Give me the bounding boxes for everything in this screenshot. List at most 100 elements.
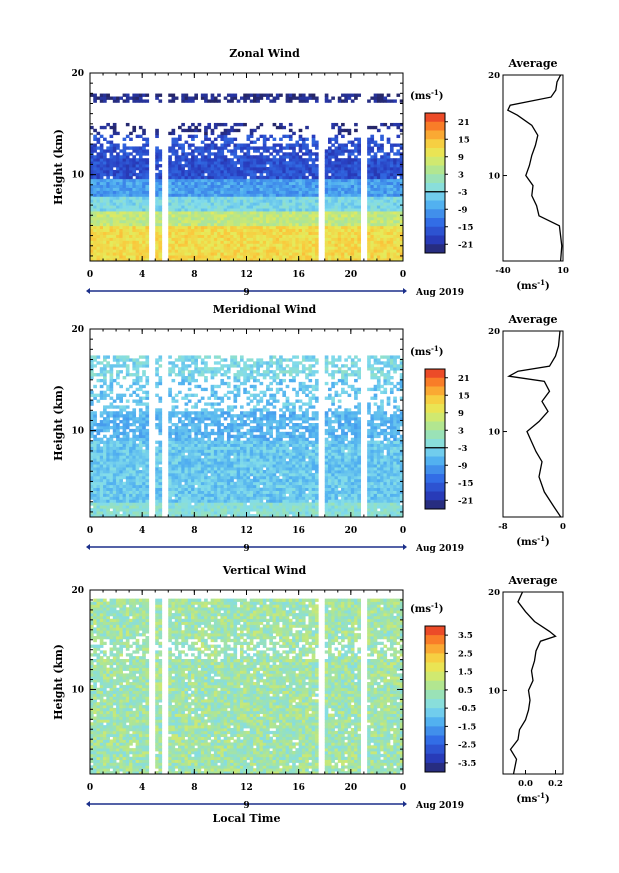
heatmap-cell bbox=[253, 96, 257, 100]
heatmap-cell bbox=[354, 199, 358, 203]
heatmap-cell bbox=[184, 172, 189, 177]
heatmap-cell bbox=[178, 358, 182, 362]
heatmap-cell bbox=[220, 181, 225, 186]
heatmap-cell bbox=[93, 461, 97, 465]
heatmap-cell bbox=[138, 155, 143, 159]
heatmap-cell bbox=[246, 172, 251, 177]
heatmap-cell bbox=[204, 240, 208, 244]
heatmap-cell bbox=[178, 202, 182, 206]
heatmap-cell bbox=[158, 461, 163, 465]
heatmap-cell bbox=[204, 146, 208, 150]
heatmap-cell bbox=[90, 361, 94, 365]
heatmap-cell bbox=[220, 214, 225, 218]
heatmap-cell bbox=[236, 155, 241, 159]
heatmap-cell bbox=[184, 169, 189, 174]
heatmap-cell bbox=[328, 164, 332, 168]
heatmap-cell bbox=[275, 246, 280, 250]
heatmap-cell bbox=[109, 364, 114, 368]
heatmap-cell bbox=[109, 155, 114, 159]
heatmap-cell bbox=[314, 196, 319, 200]
heatmap-cell bbox=[90, 155, 94, 159]
heatmap-cell bbox=[112, 484, 117, 489]
heatmap-cell bbox=[129, 231, 133, 235]
heatmap-cell bbox=[106, 211, 110, 215]
heatmap-cell bbox=[386, 199, 391, 203]
heatmap-cell bbox=[220, 161, 225, 165]
heatmap-cell bbox=[370, 246, 375, 250]
heatmap-cell bbox=[233, 175, 238, 180]
heatmap-cell bbox=[155, 361, 159, 365]
heatmap-cell bbox=[207, 249, 212, 253]
heatmap-cell bbox=[298, 175, 303, 180]
heatmap-cell bbox=[103, 458, 107, 462]
heatmap-cell bbox=[324, 149, 329, 153]
heatmap-cell bbox=[357, 243, 362, 247]
heatmap-cell bbox=[184, 461, 189, 465]
heatmap-cell bbox=[93, 467, 97, 471]
heatmap-cell bbox=[116, 231, 120, 235]
heatmap-cell bbox=[370, 169, 375, 174]
heatmap-cell bbox=[171, 208, 176, 212]
heatmap-cell bbox=[171, 258, 176, 262]
heatmap-cell bbox=[288, 208, 293, 212]
heatmap-cell bbox=[354, 196, 358, 200]
heatmap-cell bbox=[350, 234, 355, 238]
heatmap-cell bbox=[288, 169, 293, 174]
heatmap-cell bbox=[292, 178, 296, 183]
heatmap-cell bbox=[155, 178, 159, 183]
heatmap-cell bbox=[93, 149, 97, 153]
heatmap-cell bbox=[103, 355, 107, 359]
heatmap-cell bbox=[399, 243, 404, 247]
heatmap-cell bbox=[178, 214, 182, 218]
heatmap-cell bbox=[116, 211, 120, 215]
heatmap-cell bbox=[119, 405, 123, 409]
heatmap-cell bbox=[210, 128, 215, 133]
heatmap-cell bbox=[233, 202, 238, 206]
heatmap-cell bbox=[370, 214, 375, 218]
heatmap-cell bbox=[191, 234, 195, 238]
heatmap-cell bbox=[266, 155, 270, 159]
heatmap-cell bbox=[171, 502, 176, 506]
heatmap-cell bbox=[347, 193, 352, 197]
heatmap-cell bbox=[132, 149, 137, 153]
heatmap-cell bbox=[119, 461, 123, 465]
heatmap-cell bbox=[191, 128, 195, 133]
heatmap-cell bbox=[210, 246, 215, 250]
heatmap-cell bbox=[236, 167, 241, 171]
heatmap-cell bbox=[116, 440, 120, 444]
heatmap-cell bbox=[119, 172, 123, 177]
heatmap-cell bbox=[279, 175, 283, 180]
heatmap-cell bbox=[103, 420, 107, 424]
heatmap-cell bbox=[174, 143, 179, 147]
heatmap-cell bbox=[367, 252, 371, 256]
heatmap-cell bbox=[194, 225, 198, 230]
heatmap-cell bbox=[158, 376, 163, 380]
heatmap-cell bbox=[275, 158, 280, 162]
heatmap-cell bbox=[207, 225, 212, 230]
heatmap-cell bbox=[210, 249, 215, 253]
heatmap-cell bbox=[223, 172, 228, 177]
heatmap-cell bbox=[132, 481, 137, 486]
heatmap-cell bbox=[334, 249, 339, 253]
heatmap-cell bbox=[354, 211, 358, 215]
heatmap-cell bbox=[96, 455, 101, 459]
heatmap-cell bbox=[119, 455, 123, 459]
heatmap-cell bbox=[99, 373, 104, 377]
heatmap-cell bbox=[367, 199, 371, 203]
heatmap-cell bbox=[99, 164, 104, 168]
heatmap-cell bbox=[305, 240, 309, 244]
heatmap-cell bbox=[233, 190, 238, 194]
heatmap-cell bbox=[103, 378, 107, 383]
heatmap-cell bbox=[233, 187, 238, 191]
heatmap-cell bbox=[145, 225, 150, 230]
heatmap-cell bbox=[181, 434, 185, 439]
heatmap-cell bbox=[324, 99, 329, 103]
heatmap bbox=[90, 355, 404, 518]
heatmap-cell bbox=[292, 211, 296, 215]
heatmap-cell bbox=[174, 190, 179, 194]
heatmap-cell bbox=[272, 258, 277, 262]
heatmap-cell bbox=[171, 249, 176, 253]
heatmap-cell bbox=[191, 246, 195, 250]
heatmap-cell bbox=[174, 228, 179, 233]
heatmap-cell bbox=[99, 196, 104, 200]
